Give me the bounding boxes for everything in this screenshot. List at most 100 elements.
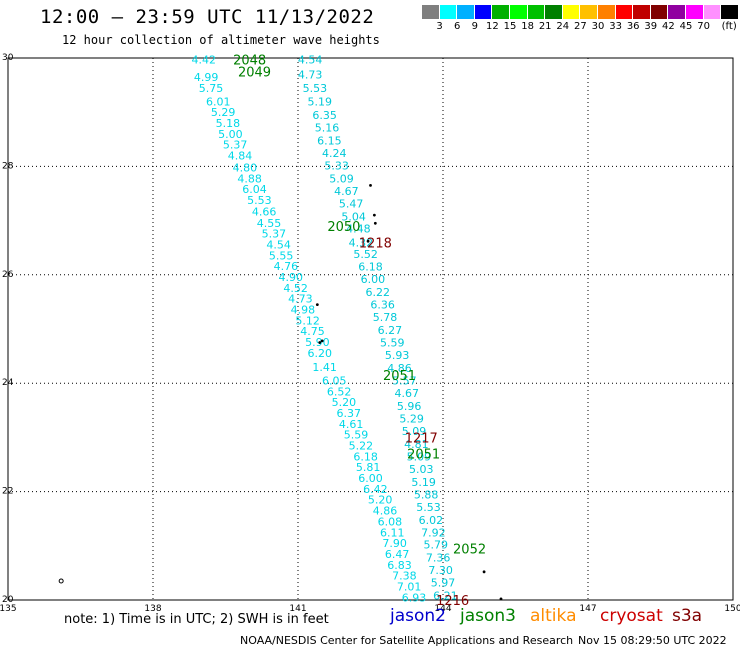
color-scale-swatch: [685, 5, 704, 19]
color-scale-swatch: [509, 5, 528, 19]
color-scale-tick-label: 12: [486, 21, 499, 32]
wave-height-label: 7.36: [426, 552, 451, 565]
x-tick-label: 138: [144, 604, 161, 614]
pass-time-label: 2049: [238, 66, 271, 81]
y-tick-label: 24: [2, 378, 14, 388]
wave-height-label: 5.22: [349, 440, 374, 453]
wave-height-label: 5.59: [344, 429, 369, 442]
wave-height-label: 5.97: [431, 577, 456, 590]
pass-time-label: 2052: [453, 543, 486, 558]
color-scale-ticks: 3 6 9 12 15 18 21 24 27 30 33 36 39 42 45 70 (ft): [422, 21, 736, 35]
land-dot: [315, 303, 319, 307]
wave-height-label: 4.66: [252, 205, 277, 218]
y-tick-label: 20: [2, 595, 14, 605]
color-scale-swatch: [597, 5, 616, 19]
wave-height-label: 4.54: [266, 238, 291, 251]
wave-height-label: 4.98: [291, 303, 316, 316]
wave-height-label: 5.52: [353, 248, 378, 261]
wave-height-label: 4.67: [334, 185, 359, 198]
wave-height-label: 5.29: [399, 412, 424, 425]
pass-time-label: 2051: [383, 369, 416, 384]
color-scale-swatch: [457, 5, 475, 19]
wave-height-label: 6.93: [402, 591, 427, 604]
land-dot: [369, 183, 372, 187]
wave-height-label: 5.57: [392, 374, 417, 387]
wave-height-label: 6.05: [322, 374, 347, 387]
x-tick-label: 147: [579, 604, 596, 614]
wave-height-label: 6.04: [242, 183, 267, 196]
color-scale-swatch: [650, 5, 669, 19]
wave-height-label: 5.53: [247, 194, 272, 207]
wave-height-label: 6.37: [337, 407, 362, 420]
wave-height-label: 5.96: [397, 400, 422, 413]
wave-height-label: 5.88: [414, 488, 439, 501]
wave-height-label: 5.00: [218, 128, 243, 141]
color-scale-tick-label: 27: [574, 21, 587, 32]
pass-time-label: 2051: [407, 448, 440, 463]
land-dot: [320, 339, 324, 343]
wave-height-label: 6.36: [370, 299, 395, 312]
wave-height-label: 6.27: [378, 324, 403, 337]
wave-height-label: 4.80: [233, 161, 258, 174]
color-scale-tick-label: 33: [609, 21, 622, 32]
wave-height-label: 5.75: [199, 82, 224, 95]
wave-height-label: 6.83: [387, 559, 412, 572]
pass-time-label: 1217: [405, 431, 438, 446]
color-scale-tick-label: 15: [503, 21, 517, 32]
wave-height-label: 5.16: [315, 121, 340, 134]
color-scale-swatch: [615, 5, 634, 19]
x-tick-label: 135: [0, 604, 17, 614]
wave-height-label: 5.29: [211, 106, 236, 119]
wave-height-label: 5.09: [329, 172, 354, 185]
color-scale-swatch: [439, 5, 458, 19]
wave-height-label: 6.15: [317, 134, 342, 147]
wave-height-label: 4.99: [194, 71, 219, 84]
pass-time-label: 1216: [436, 594, 469, 609]
wave-height-label: 6.35: [312, 109, 337, 122]
wave-height-label: 7.38: [392, 570, 417, 583]
wave-height-label: 5.33: [324, 159, 349, 172]
wave-height-label: 5.20: [332, 396, 357, 409]
wave-height-label: 4.61: [339, 418, 364, 431]
legend-item-jason3: jason3: [460, 606, 516, 626]
wave-height-label: 4.86: [387, 362, 412, 375]
wave-height-label: 6.08: [378, 515, 403, 528]
wave-height-label: 4.54: [298, 54, 323, 67]
legend-item-cryosat: cryosat: [600, 606, 663, 626]
color-scale-swatch: [668, 5, 686, 19]
land-dot: [499, 597, 503, 601]
wave-height-label: 4.32: [349, 236, 374, 249]
wave-height-label: 4.81: [404, 438, 429, 451]
wave-height-label: 4.76: [274, 260, 299, 273]
color-scale-tick-label: 18: [521, 21, 534, 32]
wave-height-label: 6.02: [419, 514, 444, 527]
wave-height-label: 5.03: [409, 463, 434, 476]
footer-note: note: 1) Time is in UTC; 2) SWH is in fe…: [64, 612, 329, 627]
wave-height-label: 5.55: [269, 249, 294, 262]
wave-height-label: 6.01: [206, 95, 231, 108]
wave-height-label: 6.00: [361, 273, 386, 286]
color-scale-tick-label: 39: [644, 21, 658, 32]
pass-time-label: 2048: [233, 54, 266, 69]
pass-time-label: 2050: [327, 220, 360, 235]
x-tick-label: 150: [724, 604, 740, 614]
wave-height-label: 6.20: [308, 347, 333, 360]
plot-frame: [7, 57, 734, 601]
wave-height-label: 6.00: [358, 472, 383, 485]
color-scale-tick-label: 36: [626, 21, 640, 32]
color-scale-swatch: [633, 5, 651, 19]
page-subtitle: 12 hour collection of altimeter wave hei…: [62, 33, 380, 47]
color-scale-tick-label: 24: [556, 21, 570, 32]
wave-height-label: 5.20: [368, 494, 393, 507]
color-scale-tick-label: 70: [697, 21, 710, 32]
land-ring: [58, 578, 64, 584]
wave-height-label: 5.37: [223, 139, 248, 152]
wave-height-label: 6.18: [353, 450, 378, 463]
wave-height-label: 7.90: [382, 537, 407, 550]
color-scale-swatch: [545, 5, 563, 19]
x-tick-label: 144: [434, 604, 451, 614]
wave-height-label: 4.52: [283, 282, 308, 295]
wave-height-label: 7.92: [421, 526, 446, 539]
land-dot: [366, 239, 370, 243]
